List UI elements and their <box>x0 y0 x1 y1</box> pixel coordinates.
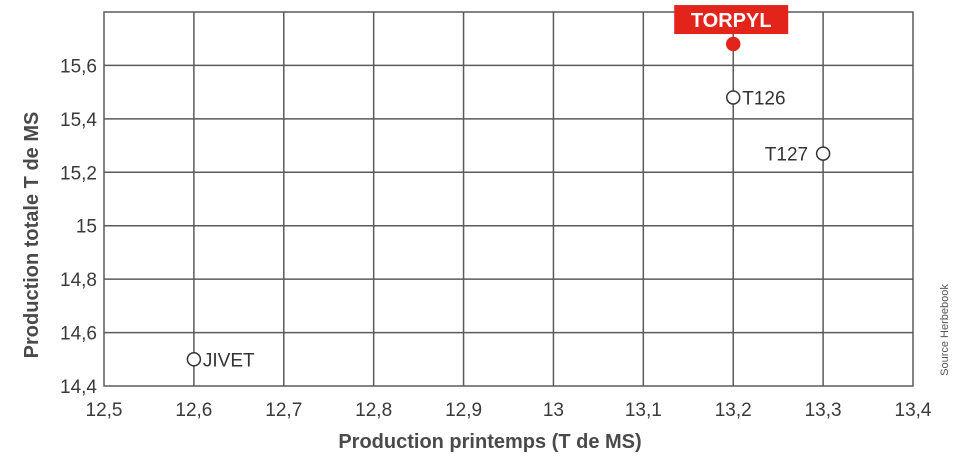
y-tick-label: 15,4 <box>60 110 97 131</box>
data-point-highlight <box>725 36 741 52</box>
x-tick-label: 13 <box>543 400 564 421</box>
x-tick-label: 12,5 <box>86 400 123 421</box>
data-point-label: TORPYL <box>691 10 772 32</box>
x-tick-label: 13,2 <box>715 400 752 421</box>
y-tick-label: 14,6 <box>60 324 97 345</box>
data-point <box>815 146 831 161</box>
data-point-label: T126 <box>742 88 785 109</box>
y-tick-labels: 14,4 14,6 14,8 15 15,2 15,4 15,6 <box>60 56 97 398</box>
y-axis-title: Production totale T de MS <box>21 112 43 359</box>
data-point-label: JIVET <box>203 350 255 371</box>
x-tick-label: 13,4 <box>895 400 932 421</box>
x-axis-title: Production printemps (T de MS) <box>338 431 641 453</box>
plot-frame <box>103 11 914 387</box>
x-tick-labels: 12,5 12,6 12,7 12,8 12,9 13 13,1 13,2 13,3 13,4 <box>86 400 932 421</box>
y-tick-label: 14,8 <box>60 270 97 291</box>
x-tick-label: 12,9 <box>445 400 482 421</box>
data-point <box>186 352 202 367</box>
data-point <box>725 90 741 105</box>
x-tick-label: 13,3 <box>805 400 842 421</box>
y-tick-label: 15,2 <box>60 163 97 184</box>
grid-lines <box>103 11 914 387</box>
x-tick-label: 13,1 <box>625 400 662 421</box>
data-point-label: T127 <box>765 145 808 166</box>
data-points: TORPYL T126 T127 JIVET <box>186 5 831 371</box>
y-tick-label: 15,6 <box>60 56 97 77</box>
y-tick-label: 15 <box>76 217 97 238</box>
x-tick-label: 12,7 <box>265 400 302 421</box>
highlight-label-box <box>674 5 789 35</box>
y-tick-label: 14,4 <box>60 377 97 398</box>
x-tick-label: 12,8 <box>355 400 392 421</box>
x-tick-label: 12,6 <box>175 400 212 421</box>
source-note: Source Herbebook <box>939 284 951 376</box>
